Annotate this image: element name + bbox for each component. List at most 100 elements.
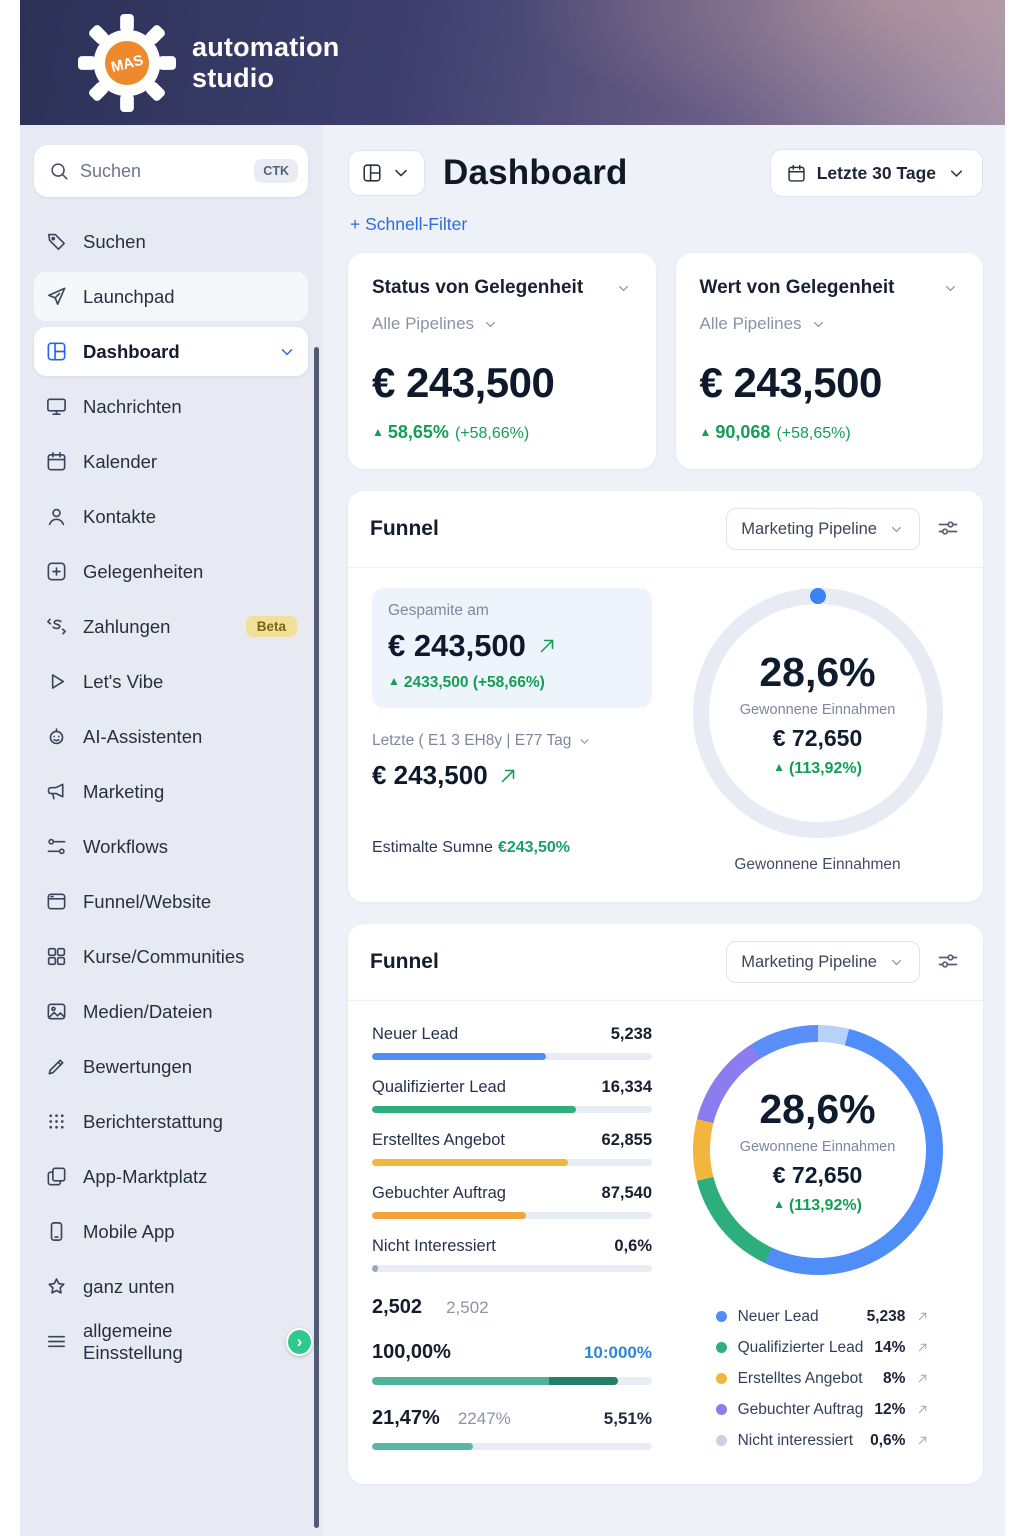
gauge-percent: 28,6% bbox=[759, 648, 876, 695]
sidebar-item-lets-vibe[interactable]: Let's Vibe bbox=[34, 657, 308, 706]
expand-icon[interactable] bbox=[916, 1403, 929, 1416]
sidebar-item-label: Let's Vibe bbox=[83, 670, 164, 692]
stat-delta-value: 58,65% bbox=[387, 422, 449, 442]
legend-label: Nicht interessiert bbox=[737, 1431, 854, 1449]
expand-icon[interactable] bbox=[916, 1310, 929, 1323]
legend-dot bbox=[715, 1373, 727, 1384]
sidebar-item-dashboard[interactable]: Dashboard bbox=[34, 327, 308, 376]
pipeline-select-value: Marketing Pipeline bbox=[741, 952, 877, 971]
expand-icon[interactable] bbox=[916, 1434, 929, 1447]
sidebar-item-label: Medien/Dateien bbox=[83, 1000, 213, 1022]
pipeline-selector[interactable]: Alle Pipelines bbox=[700, 314, 960, 334]
funnel-stage: Qualifizierter Lead 16,334 bbox=[372, 1078, 652, 1113]
sidebar-item-ai-assistenten[interactable]: AI-Assistenten bbox=[34, 712, 308, 761]
chevron-down-icon bbox=[390, 162, 412, 184]
pen-icon bbox=[45, 1055, 68, 1078]
sidebar-item-medien-dateien[interactable]: Medien/Dateien bbox=[34, 987, 308, 1036]
donut-label: Gewonnene Einnahmen bbox=[739, 1138, 896, 1155]
sidebar-item-allgemeine-einstellungen[interactable]: allgemeine Einsstellung › bbox=[34, 1317, 313, 1366]
sidebar-item-ganz-unten[interactable]: ganz unten bbox=[34, 1262, 308, 1311]
sidebar-item-gelegenheiten[interactable]: Gelegenheiten bbox=[34, 547, 308, 596]
period-selector[interactable]: Letzte ( E1 3 EH8y | E77 Tag bbox=[372, 732, 652, 750]
sidebar-item-funnel-website[interactable]: Funnel/Website bbox=[34, 877, 308, 926]
sidebar-item-mobile-app[interactable]: Mobile App bbox=[34, 1207, 308, 1256]
pipeline-select[interactable]: Marketing Pipeline bbox=[726, 508, 920, 550]
settings-notification-badge[interactable]: › bbox=[285, 1327, 313, 1356]
workflow-icon bbox=[45, 835, 68, 858]
dots-grid-icon bbox=[45, 1110, 68, 1133]
sidebar-item-kalender[interactable]: Kalender bbox=[34, 437, 308, 486]
up-triangle-icon: ▲ bbox=[699, 425, 712, 439]
sidebar-item-marketing[interactable]: Marketing bbox=[34, 767, 308, 816]
legend-label: Gebuchter Auftrag bbox=[737, 1400, 864, 1418]
gauge-value: € 72,650 bbox=[772, 724, 863, 751]
sidebar-item-bewertungen[interactable]: Bewertungen bbox=[34, 1042, 308, 1091]
quick-filter-link[interactable]: + Schnell-Filter bbox=[350, 214, 468, 234]
sidebar-item-nachrichten[interactable]: Nachrichten bbox=[34, 382, 308, 431]
dropdown-caret-icon[interactable] bbox=[942, 280, 959, 297]
up-triangle-icon: ▲ bbox=[388, 674, 400, 688]
sliders-icon bbox=[936, 949, 960, 973]
card-settings-button[interactable] bbox=[935, 516, 961, 542]
calendar-icon bbox=[786, 163, 807, 184]
funnel-stages-body: Neuer Lead 5,238 Qualifizierter Lead 16,33… bbox=[348, 1001, 983, 1484]
beta-badge: Beta bbox=[245, 616, 297, 637]
sidebar-item-label: ganz unten bbox=[83, 1275, 175, 1297]
expand-icon[interactable] bbox=[916, 1341, 929, 1354]
gauge-caption: Gewonnene Einnahmen bbox=[734, 856, 901, 873]
legend-item[interactable]: Qualifizierter Lead 14% bbox=[715, 1332, 930, 1363]
sidebar-item-kontakte[interactable]: Kontakte bbox=[34, 492, 308, 541]
legend-item[interactable]: Nicht interessiert 0,6% bbox=[715, 1425, 930, 1456]
search-shortcut-badge: CTK bbox=[254, 159, 298, 183]
sidebar-item-kurse-communities[interactable]: Kurse/Communities bbox=[34, 932, 308, 981]
expand-icon[interactable] bbox=[916, 1372, 929, 1385]
date-range-button[interactable]: Letzte 30 Tage bbox=[769, 149, 983, 197]
monitor-icon bbox=[45, 395, 68, 418]
dropdown-caret-icon[interactable] bbox=[615, 280, 632, 297]
donut-legend: Neuer Lead 5,238 Qualifizierter Lead 14% bbox=[702, 1301, 934, 1456]
gear-logo-icon: MAS bbox=[78, 13, 176, 112]
donut-delta: ▲ (113,92%) bbox=[773, 1196, 862, 1214]
sidebar-item-zahlungen[interactable]: Zahlungen Beta bbox=[34, 602, 308, 651]
logo-mas-text: MAS bbox=[110, 52, 146, 75]
star-icon bbox=[45, 1275, 68, 1298]
search-input[interactable] bbox=[80, 160, 245, 182]
sidebar-item-suchen[interactable]: Suchen bbox=[34, 217, 308, 266]
sidebar-search[interactable]: CTK bbox=[34, 145, 308, 197]
layout-grid-icon bbox=[361, 162, 383, 184]
stat-value: € 243,500 bbox=[372, 359, 555, 406]
legend-dot bbox=[715, 1404, 727, 1415]
funnel-stage: Erstelltes Angebot 62,855 bbox=[372, 1131, 652, 1166]
card-settings-button[interactable] bbox=[935, 949, 961, 975]
legend-item[interactable]: Erstelltes Angebot 8% bbox=[715, 1363, 930, 1394]
sidebar-item-workflows[interactable]: Workflows bbox=[34, 822, 308, 871]
stage-bar bbox=[372, 1212, 652, 1219]
sidebar-item-label: Kalender bbox=[83, 450, 158, 472]
legend-item[interactable]: Neuer Lead 5,238 bbox=[715, 1301, 930, 1332]
megaphone-icon bbox=[45, 780, 68, 803]
payments-icon bbox=[45, 615, 68, 638]
stat-delta-sub: (+58,66%) bbox=[454, 425, 530, 442]
sidebar-item-label: App-Marktplatz bbox=[83, 1165, 208, 1187]
stat-delta: ▲ 90,068 (+58,65%) bbox=[700, 422, 960, 443]
top-banner: MAS automation studio bbox=[20, 0, 1005, 125]
sidebar-item-launchpad[interactable]: Launchpad bbox=[34, 272, 308, 321]
tag-icon bbox=[45, 230, 68, 253]
gauge-delta: ▲ (113,92%) bbox=[773, 759, 862, 777]
sidebar-item-app-marktplatz[interactable]: App-Marktplatz bbox=[34, 1152, 308, 1201]
funnel-gauge-body: Gespamite am € 243,500 ▲ 2433,500 (+58,66… bbox=[348, 568, 983, 902]
browser-icon bbox=[45, 890, 68, 913]
pipeline-selector[interactable]: Alle Pipelines bbox=[372, 314, 632, 334]
layout-switcher-button[interactable] bbox=[348, 150, 425, 196]
trend-up-icon bbox=[497, 765, 519, 787]
sidebar-item-berichterstattung[interactable]: Berichterstattung bbox=[34, 1097, 308, 1146]
pipeline-select[interactable]: Marketing Pipeline bbox=[726, 941, 920, 983]
pipeline-label: Alle Pipelines bbox=[699, 314, 802, 333]
sidebar-scrollbar[interactable] bbox=[314, 347, 319, 1528]
up-triangle-icon: ▲ bbox=[773, 1196, 785, 1211]
sidebar-item-label: Mobile App bbox=[83, 1220, 175, 1242]
total-percent-link[interactable]: 10:000% bbox=[583, 1343, 652, 1362]
brand-name-line2: studio bbox=[192, 62, 275, 93]
legend-item[interactable]: Gebuchter Auftrag 12% bbox=[715, 1394, 930, 1425]
donut-center: 28,6% Gewonnene Einnahmen € 72,650 ▲ (113… bbox=[710, 1042, 926, 1258]
